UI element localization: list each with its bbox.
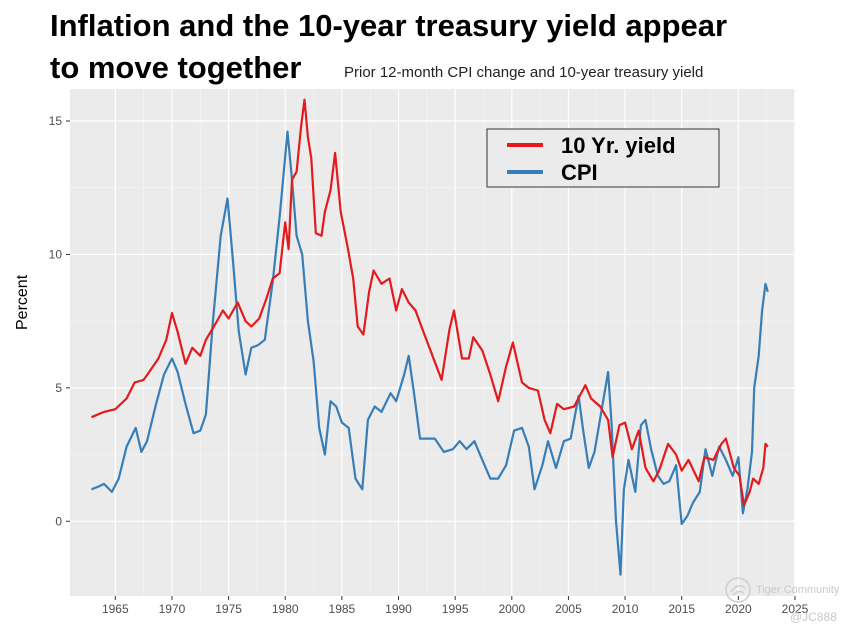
x-tick-label: 1985 [329, 602, 356, 616]
watermark-handle: @JC888 [790, 610, 837, 624]
chart-title-line2: to move together [50, 50, 302, 85]
x-tick-label: 1990 [385, 602, 412, 616]
legend-label: CPI [561, 160, 598, 185]
x-tick-label: 2025 [782, 602, 809, 616]
x-tick-label: 2000 [498, 602, 525, 616]
x-tick-label: 1995 [442, 602, 469, 616]
x-tick-label: 2015 [668, 602, 695, 616]
x-tick-label: 2010 [612, 602, 639, 616]
legend-box [486, 128, 720, 188]
x-tick-label: 2005 [555, 602, 582, 616]
series-line-cpi [91, 130, 769, 576]
legend-label: 10 Yr. yield [561, 133, 676, 158]
x-tick-label: 1970 [159, 602, 186, 616]
x-tick-label: 1965 [102, 602, 129, 616]
tiger-logo-icon [725, 577, 751, 603]
y-tick-label: 0 [55, 514, 62, 528]
y-tick-label: 5 [55, 381, 62, 395]
x-tick-label: 1975 [215, 602, 242, 616]
chart-subtitle: Prior 12-month CPI change and 10-year tr… [344, 64, 704, 81]
x-tick-label: 2020 [725, 602, 752, 616]
x-tick-label: 1980 [272, 602, 299, 616]
y-tick-label: 15 [49, 114, 63, 128]
watermark-brand: Tiger Community [756, 584, 840, 596]
chart-title-line1: Inflation and the 10-year treasury yield… [50, 8, 728, 43]
series-line-10yr-yield [91, 98, 769, 507]
y-tick-label: 10 [49, 247, 63, 261]
